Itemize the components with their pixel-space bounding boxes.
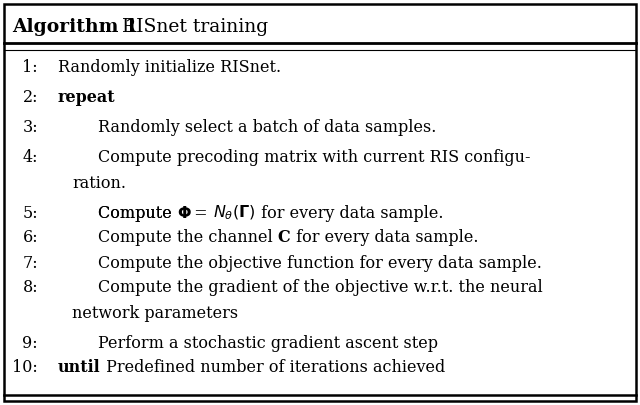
Text: Predefined number of iterations achieved: Predefined number of iterations achieved xyxy=(100,360,445,377)
Text: $N_\theta(\mathbf{\Gamma})$: $N_\theta(\mathbf{\Gamma})$ xyxy=(213,204,256,222)
Text: network parameters: network parameters xyxy=(72,305,238,322)
Text: 1:: 1: xyxy=(22,60,38,77)
Text: Compute: Compute xyxy=(98,205,177,222)
Text: 5:: 5: xyxy=(22,205,38,222)
Text: ration.: ration. xyxy=(72,175,126,192)
Text: for every data sample.: for every data sample. xyxy=(291,230,478,247)
Text: Randomly initialize RISnet.: Randomly initialize RISnet. xyxy=(58,60,281,77)
Text: C: C xyxy=(278,230,291,247)
Text: Compute the channel: Compute the channel xyxy=(98,230,278,247)
Text: 10:: 10: xyxy=(12,360,38,377)
Text: 3:: 3: xyxy=(22,119,38,136)
Text: $\mathbf{\Phi}$: $\mathbf{\Phi}$ xyxy=(177,205,191,222)
Text: 9:: 9: xyxy=(22,335,38,352)
Text: Randomly select a batch of data samples.: Randomly select a batch of data samples. xyxy=(98,119,436,136)
Text: Compute precoding matrix with current RIS configu-: Compute precoding matrix with current RI… xyxy=(98,149,531,166)
Text: Compute the gradient of the objective w.r.t. the neural: Compute the gradient of the objective w.… xyxy=(98,279,543,296)
Text: for every data sample.: for every data sample. xyxy=(256,205,444,222)
Text: until: until xyxy=(58,360,100,377)
Text: Perform a stochastic gradient ascent step: Perform a stochastic gradient ascent ste… xyxy=(98,335,438,352)
Text: Compute the objective function for every data sample.: Compute the objective function for every… xyxy=(98,254,542,271)
Text: 7:: 7: xyxy=(22,254,38,271)
Text: 2:: 2: xyxy=(22,90,38,107)
Text: Algorithm 1: Algorithm 1 xyxy=(12,18,138,36)
Text: RISnet training: RISnet training xyxy=(116,18,268,36)
Text: Compute: Compute xyxy=(98,205,177,222)
Text: repeat: repeat xyxy=(58,90,116,107)
Text: 6:: 6: xyxy=(22,230,38,247)
Text: 4:: 4: xyxy=(22,149,38,166)
Text: 8:: 8: xyxy=(22,279,38,296)
Text: =: = xyxy=(189,205,213,222)
